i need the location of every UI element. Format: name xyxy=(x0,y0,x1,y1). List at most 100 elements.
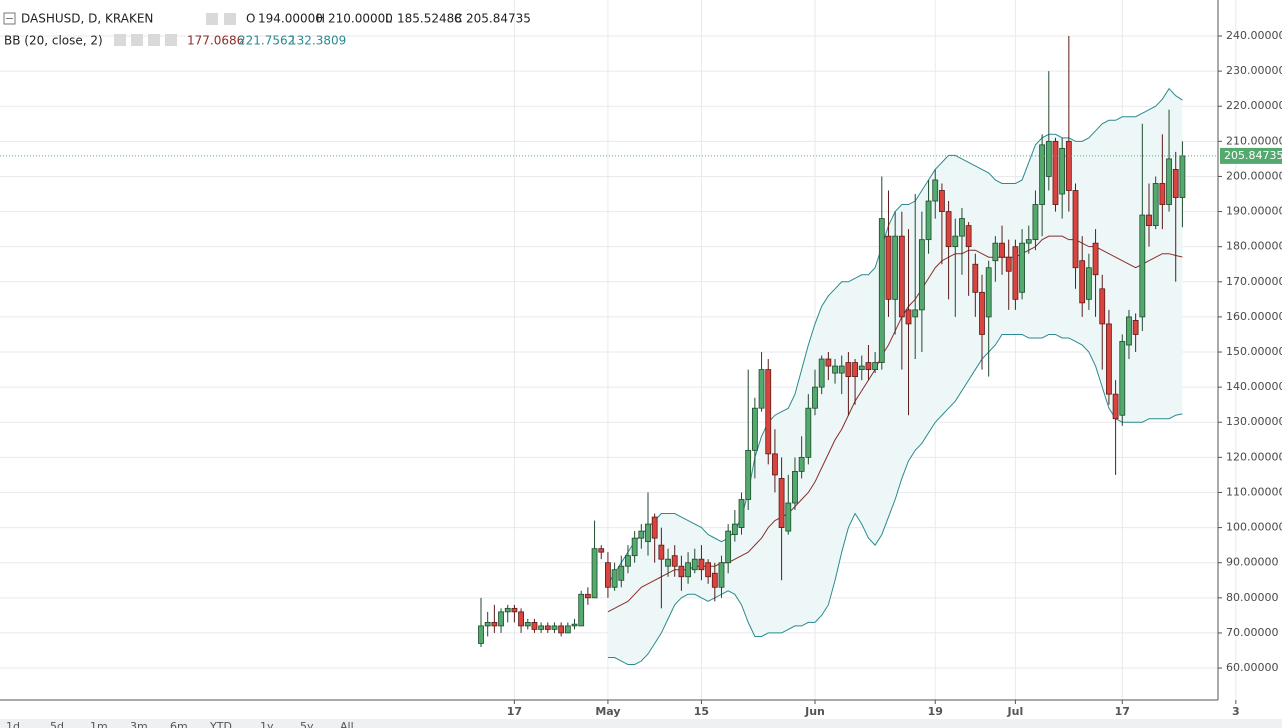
candle-body xyxy=(792,471,798,504)
candle-body xyxy=(765,369,772,455)
candle-body xyxy=(758,369,765,409)
y-tick-label: 210.00000 xyxy=(1226,134,1282,147)
candle-body xyxy=(518,611,524,627)
y-tick-label: 170.00000 xyxy=(1226,275,1282,288)
candle-body xyxy=(1132,320,1139,335)
candle-body xyxy=(1092,242,1099,276)
candle-body xyxy=(651,516,658,539)
y-tick-label: 200.00000 xyxy=(1226,169,1282,182)
indicator-icon[interactable] xyxy=(165,34,177,46)
candle-body xyxy=(1112,393,1119,420)
candle-body xyxy=(625,555,631,567)
candle-body xyxy=(745,449,752,500)
candle-body xyxy=(999,242,1005,258)
candle-body xyxy=(939,190,945,212)
y-tick-label: 240.00000 xyxy=(1226,29,1282,42)
x-tick-label: 19 xyxy=(928,705,943,718)
candle-body xyxy=(805,407,812,458)
y-tick-label: 80.00000 xyxy=(1226,591,1279,604)
candle-body xyxy=(1052,140,1059,205)
candle-body xyxy=(845,362,852,377)
ohlc-key: O xyxy=(246,12,255,26)
x-tick-label: 15 xyxy=(694,705,709,718)
candle-body xyxy=(611,569,618,588)
candle-body xyxy=(1025,239,1032,244)
indicator-value: 132.3809 xyxy=(289,34,346,48)
x-tick-label: 17 xyxy=(507,705,522,718)
y-tick-label: 100.00000 xyxy=(1226,521,1282,534)
toolbar-button[interactable]: 1d xyxy=(6,720,20,728)
candle-body xyxy=(498,611,504,627)
candle-body xyxy=(751,407,758,451)
x-tick-label: 3 xyxy=(1232,705,1240,718)
candle-body xyxy=(711,572,718,588)
y-tick-label: 110.00000 xyxy=(1226,485,1282,498)
ohlc-value: 185.52488 xyxy=(397,12,462,26)
candle-body xyxy=(678,565,685,578)
indicator-icon[interactable] xyxy=(148,34,160,46)
candle-body xyxy=(1146,214,1152,227)
candle-body xyxy=(1065,140,1072,191)
toolbar-button[interactable]: 1m xyxy=(90,720,108,728)
toolbar-button[interactable]: 3m xyxy=(130,720,148,728)
candle-body xyxy=(631,537,638,557)
candle-body xyxy=(638,530,645,539)
x-tick-label: Jun xyxy=(804,705,825,718)
y-tick-label: 140.00000 xyxy=(1226,380,1282,393)
candle-body xyxy=(1032,204,1039,241)
candle-body xyxy=(1072,190,1079,269)
x-tick-label: Jul xyxy=(1007,705,1024,718)
indicator-icon[interactable] xyxy=(114,34,126,46)
candle-body xyxy=(1012,246,1019,300)
candle-body xyxy=(905,309,912,325)
candle-body xyxy=(605,562,611,588)
candle-body xyxy=(885,235,892,300)
y-tick-label: 160.00000 xyxy=(1226,310,1282,323)
toolbar-button[interactable]: 1y xyxy=(260,720,274,728)
candle-body xyxy=(892,235,899,300)
candle-body xyxy=(1152,183,1159,227)
settings-icon[interactable] xyxy=(206,13,218,25)
y-tick-label: 60.00000 xyxy=(1226,661,1279,674)
indicator-name: BB (20, close, 2) xyxy=(4,34,103,48)
candle-body xyxy=(932,179,939,202)
candle-body xyxy=(484,621,491,627)
candle-body xyxy=(665,558,671,567)
indicator-icon[interactable] xyxy=(131,34,143,46)
y-tick-label: 190.00000 xyxy=(1226,205,1282,218)
candle-body xyxy=(598,548,605,553)
candle-body xyxy=(965,225,972,248)
candle-body xyxy=(1099,288,1106,325)
settings-icon[interactable] xyxy=(224,13,236,25)
y-tick-label: 220.00000 xyxy=(1226,99,1282,112)
candle-body xyxy=(645,523,651,543)
candle-body xyxy=(718,562,725,588)
ohlc-value: 205.84735 xyxy=(466,12,531,26)
toolbar-button[interactable]: YTD xyxy=(209,720,232,728)
y-tick-label: 150.00000 xyxy=(1226,345,1282,358)
candle-body xyxy=(1139,214,1146,318)
toolbar-button[interactable]: 5d xyxy=(50,720,64,728)
indicator-value: 221.7562 xyxy=(238,34,295,48)
candle-body xyxy=(658,544,665,560)
candle-body xyxy=(985,267,992,318)
ohlc-value: 194.00000 xyxy=(258,12,323,26)
ohlc-key: H xyxy=(316,12,325,26)
candle-body xyxy=(912,309,919,318)
candle-body xyxy=(1172,169,1179,198)
toolbar-button[interactable]: 5y xyxy=(300,720,314,728)
candle-body xyxy=(878,218,885,363)
candle-body xyxy=(698,558,705,571)
candle-body xyxy=(1059,147,1066,195)
candle-body xyxy=(524,621,531,627)
collapse-icon[interactable] xyxy=(3,12,16,25)
toolbar-button[interactable]: All xyxy=(340,720,354,728)
candle-body xyxy=(959,218,965,237)
candle-body xyxy=(852,362,858,377)
toolbar-button[interactable]: 6m xyxy=(170,720,188,728)
y-tick-label: 90.00000 xyxy=(1226,556,1279,569)
candle-body xyxy=(564,625,571,634)
candle-body xyxy=(725,530,732,564)
candle-body xyxy=(812,386,818,409)
candle-body xyxy=(825,358,832,367)
